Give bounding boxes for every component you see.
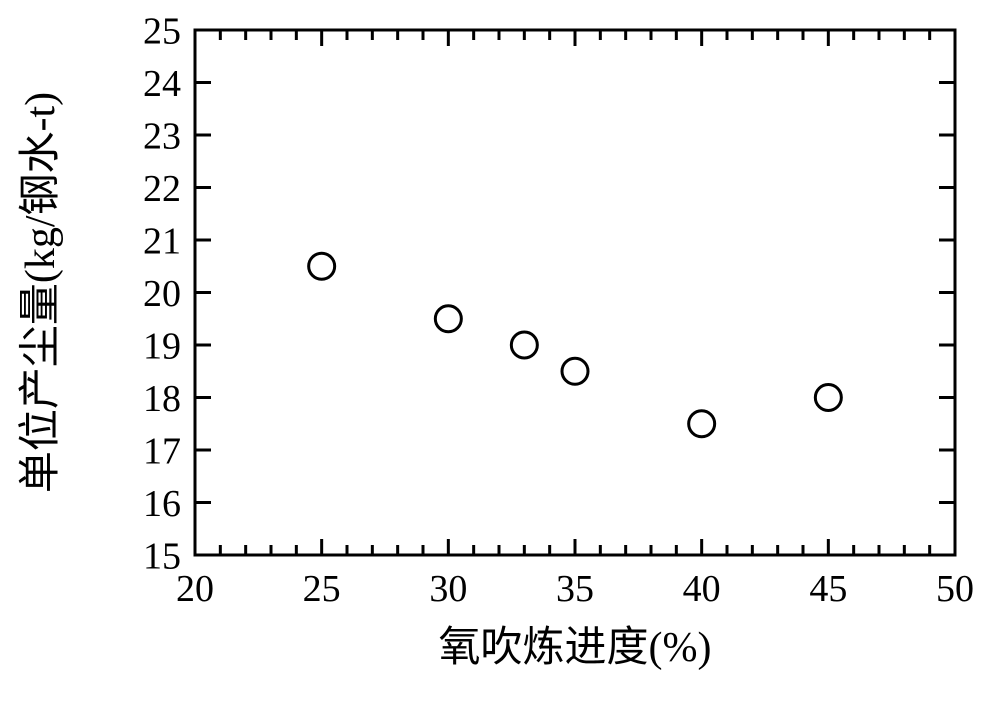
x-tick-label: 40	[683, 568, 721, 610]
x-tick-label: 50	[936, 568, 974, 610]
y-tick-label: 19	[143, 325, 181, 367]
data-point	[815, 385, 841, 411]
x-tick-label: 30	[429, 568, 467, 610]
y-tick-label: 16	[143, 483, 181, 525]
data-point	[689, 411, 715, 437]
x-tick-label: 45	[809, 568, 847, 610]
x-tick-label: 35	[556, 568, 594, 610]
scatter-chart: 20 25 30 35 40 45 50 15 16 17 18 19 20 21 22 23 24 25 氧吹炼进…	[0, 0, 1000, 703]
y-tick-label: 25	[143, 10, 181, 52]
x-axis-label: 氧吹炼进度(%)	[439, 625, 712, 671]
y-tick-label: 21	[143, 220, 181, 262]
y-tick-label: 18	[143, 378, 181, 420]
x-tick-label: 20	[176, 568, 214, 610]
data-point	[309, 253, 335, 279]
y-tick-label: 22	[143, 168, 181, 210]
y-tick-label: 17	[143, 430, 181, 472]
data-point	[562, 358, 588, 384]
y-axis-label: 单位产尘量(kg/钢水-t)	[17, 92, 64, 493]
data-point	[435, 306, 461, 332]
y-tick-label: 20	[143, 273, 181, 315]
y-tick-label: 24	[143, 63, 181, 105]
x-tick-label: 25	[303, 568, 341, 610]
y-tick-label: 15	[143, 535, 181, 577]
data-point	[511, 332, 537, 358]
y-tick-label: 23	[143, 115, 181, 157]
